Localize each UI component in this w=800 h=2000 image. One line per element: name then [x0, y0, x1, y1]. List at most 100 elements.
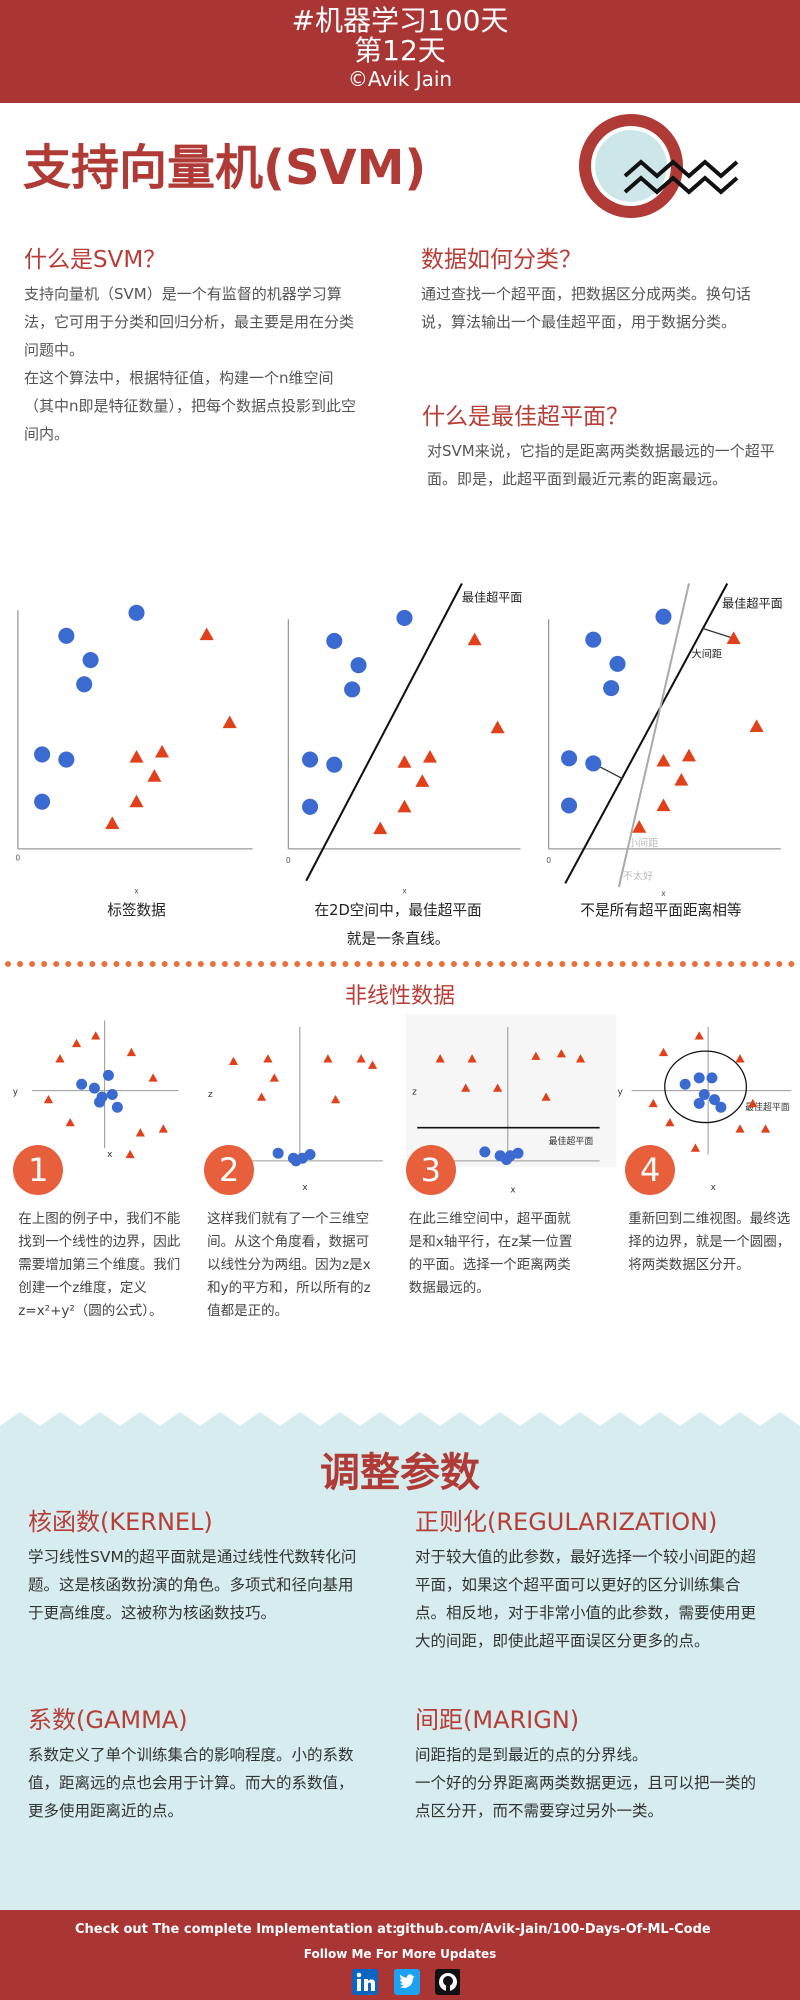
- hyperplane: [617, 583, 690, 888]
- footer-link[interactable]: github.com/Avik-Jain/100-Days-Of-ML-Code: [396, 1922, 711, 1937]
- point: [71, 1038, 82, 1048]
- plot-label: 不太好: [623, 870, 654, 883]
- point: [91, 1031, 101, 1040]
- point: [158, 1124, 168, 1133]
- plot-caption: 标签数据: [107, 902, 166, 919]
- point: [415, 774, 430, 787]
- point: [735, 1054, 745, 1063]
- nonlinear-title: 非线性数据: [344, 984, 455, 1009]
- step-text: 在上图的例子中，我们不能找到一个线性的边界，因此需要增加第三个维度。我们创建一个…: [18, 1211, 181, 1319]
- divider: [5, 961, 795, 967]
- point: [706, 1072, 718, 1084]
- point: [147, 769, 162, 782]
- footer-cta: Check out The complete Implementation at…: [75, 1922, 398, 1937]
- axis-label: z: [412, 1087, 417, 1097]
- linkedin-icon[interactable]: [352, 1969, 378, 1995]
- point: [397, 755, 412, 768]
- github-icon[interactable]: [435, 1969, 460, 1995]
- section: 数据如何分类？ 通过查找一个超平面，把数据区分成两类。换句话说，算法输出一个最佳…: [421, 240, 776, 336]
- point: [272, 1147, 284, 1159]
- point: [658, 1047, 669, 1057]
- step-number: 1: [13, 1145, 64, 1195]
- point: [603, 680, 620, 697]
- point: [749, 719, 764, 733]
- axis-origin: 0: [286, 856, 291, 865]
- point: [356, 1054, 366, 1063]
- point: [656, 753, 671, 767]
- point: [648, 1098, 658, 1108]
- tuning-text: 对于较大值的此参数，最好选择一个较小间距的超平面，如果这个超平面可以更好的区分训…: [415, 1548, 757, 1650]
- tuning-heading: 核函数(KERNEL): [28, 1508, 213, 1536]
- point: [585, 631, 602, 648]
- section-heading: 什么是最佳超平面？: [422, 404, 629, 430]
- point: [128, 604, 145, 621]
- point: [655, 608, 672, 625]
- point: [326, 756, 343, 773]
- hyperplane: [305, 583, 463, 882]
- axis-label: y: [13, 1087, 19, 1097]
- point: [656, 798, 671, 812]
- step-text: 重新回到二维视图。最终选择的边界，就是一个圆圈，将两类数据区分开。: [628, 1211, 791, 1273]
- point: [422, 749, 438, 763]
- point: [34, 793, 51, 810]
- point: [541, 1092, 551, 1101]
- point: [76, 676, 93, 693]
- point: [531, 1051, 541, 1060]
- point: [679, 1078, 691, 1090]
- zigzag-edge: [0, 1412, 800, 1434]
- header: #机器学习100天 第12天 ©Avik Jain: [0, 0, 800, 103]
- point: [126, 1047, 137, 1057]
- margin-line: [701, 627, 734, 639]
- point: [302, 798, 319, 815]
- point: [111, 1101, 123, 1113]
- point: [88, 1082, 100, 1094]
- point: [479, 1146, 491, 1158]
- point: [397, 799, 412, 813]
- point: [302, 751, 319, 768]
- axes: [17, 610, 781, 850]
- point: [461, 1083, 471, 1092]
- step-number: 4: [625, 1145, 676, 1195]
- point: [34, 746, 51, 763]
- point: [665, 1117, 675, 1127]
- point: [556, 1049, 566, 1058]
- logo: [579, 114, 739, 218]
- point: [709, 1094, 720, 1106]
- point: [735, 1124, 745, 1133]
- axis-origin: 0: [546, 856, 551, 865]
- logo-zigzag: [623, 175, 739, 195]
- plot-label: 最佳超平面: [722, 596, 783, 611]
- point: [290, 1155, 302, 1167]
- point: [694, 1031, 704, 1040]
- point: [263, 1054, 273, 1063]
- plot-label: 小间距: [628, 836, 659, 849]
- twitter-icon[interactable]: [394, 1969, 420, 1995]
- point: [96, 1091, 108, 1103]
- plot-label: 大间距: [692, 647, 723, 660]
- section-text: 对SVM来说，它指的是距离两类数据最远的一个超平面。即是，此超平面到最近元素的距…: [427, 442, 775, 488]
- tuning-item: 核函数(KERNEL) 学习线性SVM的超平面就是通过线性代数转化问题。这是核函数…: [28, 1502, 368, 1627]
- plot-label: 最佳超平面: [745, 1101, 790, 1113]
- point: [760, 1124, 771, 1133]
- point: [106, 1089, 118, 1100]
- section-heading: 什么是SVM？: [24, 247, 167, 273]
- point: [199, 627, 214, 641]
- section: 什么是SVM？ 支持向量机（SVM）是一个有监督的机器学习算法，它可用于分类和回…: [24, 240, 359, 448]
- step-text: 在此三维空间中，超平面就是和x轴平行，在z某一位置的平面。选择一个距离两类数据最…: [408, 1211, 573, 1296]
- section-text: 在这个算法中，根据特征值，构建一个n维空间（其中n即是特征数量），把每个数据点投…: [24, 369, 357, 443]
- point: [148, 1073, 158, 1082]
- point: [367, 1060, 378, 1069]
- axis-label: z: [208, 1090, 213, 1100]
- point: [102, 1069, 114, 1081]
- header-author: ©Avik Jain: [347, 67, 453, 91]
- tuning-text: 间距指的是到最近的点的分界线。: [415, 1746, 648, 1764]
- section-heading: 数据如何分类？: [421, 247, 582, 273]
- footer-follow: Follow Me For More Updates: [303, 1947, 497, 1961]
- point: [129, 749, 144, 763]
- point: [373, 821, 388, 835]
- point: [350, 657, 367, 674]
- tuning-text: 系数定义了单个训练集合的影响程度。小的系数值，距离远的点也会用于计算。而大的系数…: [28, 1746, 354, 1820]
- point: [748, 1098, 758, 1108]
- point: [698, 1089, 710, 1100]
- point: [228, 1056, 239, 1065]
